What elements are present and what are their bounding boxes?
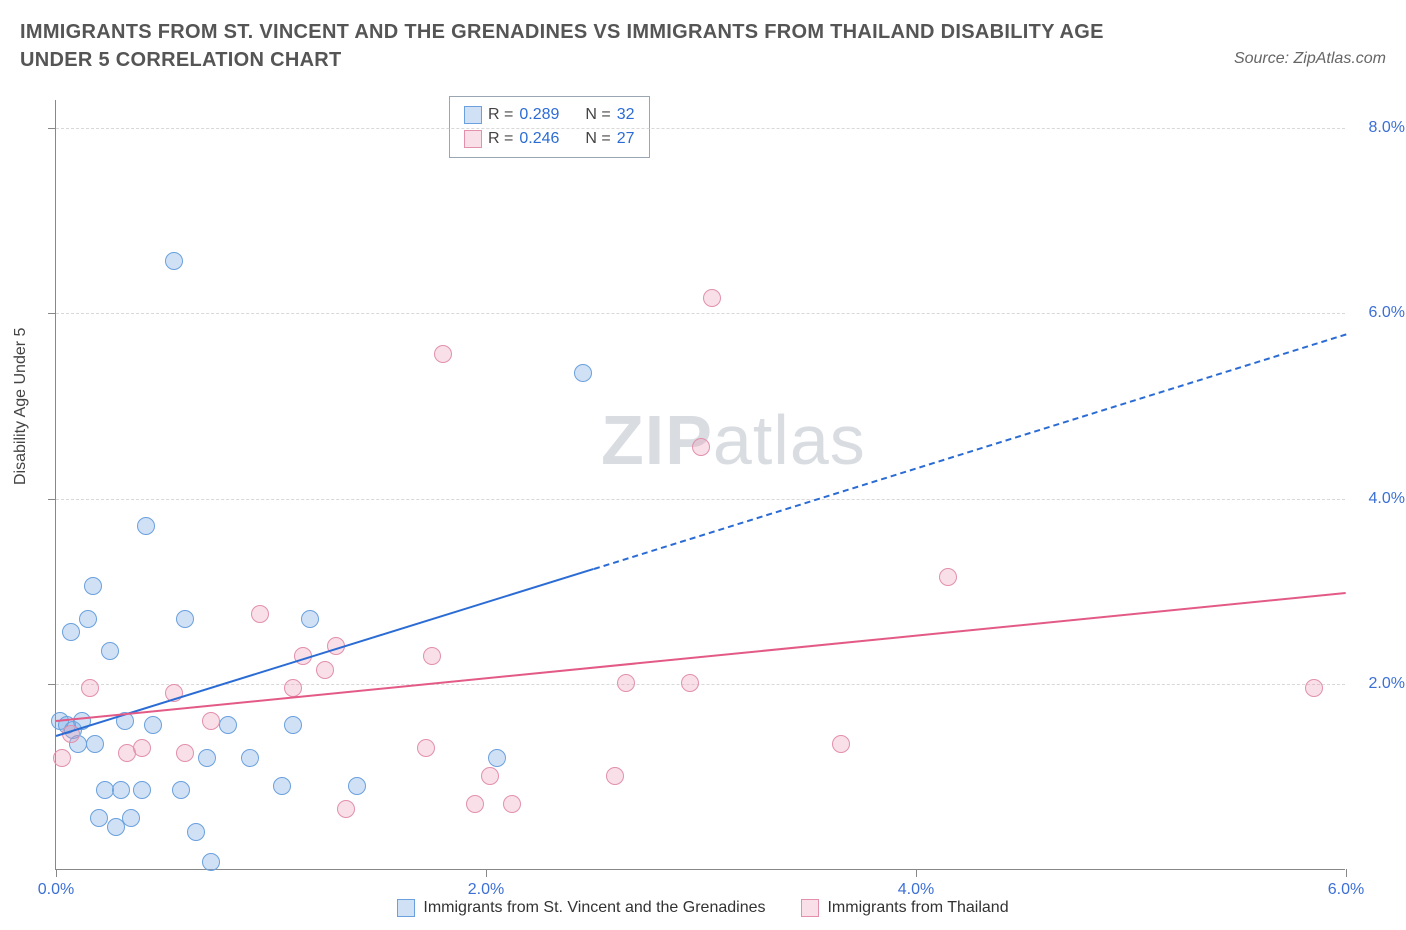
data-point: [90, 809, 108, 827]
data-point: [137, 517, 155, 535]
data-point: [172, 781, 190, 799]
legend-swatch: [397, 899, 415, 917]
gridline-h: [56, 313, 1345, 314]
bottom-legend-item: Immigrants from St. Vincent and the Gren…: [397, 899, 765, 917]
data-point: [176, 744, 194, 762]
bottom-legend-item: Immigrants from Thailand: [801, 899, 1008, 917]
legend-swatch: [464, 130, 482, 148]
data-point: [251, 605, 269, 623]
y-axis-label: Disability Age Under 5: [12, 328, 30, 485]
watermark-rest: atlas: [713, 401, 866, 479]
gridline-h: [56, 684, 1345, 685]
source-attribution: Source: ZipAtlas.com: [1234, 50, 1386, 68]
xtick: [916, 869, 917, 877]
data-point: [692, 438, 710, 456]
chart-title: IMMIGRANTS FROM ST. VINCENT AND THE GREN…: [20, 18, 1140, 74]
data-point: [301, 610, 319, 628]
ytick: [48, 313, 56, 314]
data-point: [466, 795, 484, 813]
data-point: [219, 716, 237, 734]
data-point: [202, 712, 220, 730]
data-point: [348, 777, 366, 795]
xtick: [1346, 869, 1347, 877]
ytick-label: 2.0%: [1350, 675, 1405, 693]
legend-r-value: 0.246: [519, 127, 559, 151]
data-point: [488, 749, 506, 767]
legend-n-value: 32: [617, 103, 635, 127]
ytick: [48, 499, 56, 500]
data-point: [86, 735, 104, 753]
data-point: [144, 716, 162, 734]
xtick-label: 6.0%: [1328, 881, 1364, 899]
data-point: [84, 577, 102, 595]
data-point: [481, 767, 499, 785]
xtick: [56, 869, 57, 877]
bottom-legend-label: Immigrants from Thailand: [827, 899, 1008, 917]
data-point: [337, 800, 355, 818]
legend-n-value: 27: [617, 127, 635, 151]
data-point: [1305, 679, 1323, 697]
xtick-label: 2.0%: [468, 881, 504, 899]
data-point: [417, 739, 435, 757]
legend-n-label: N =: [585, 127, 610, 151]
ytick: [48, 128, 56, 129]
legend-n-label: N =: [585, 103, 610, 127]
legend-swatch: [801, 899, 819, 917]
data-point: [606, 767, 624, 785]
data-point: [133, 781, 151, 799]
plot-area: ZIPatlas R = 0.289N = 32R = 0.246N = 27 …: [55, 100, 1345, 870]
legend-row: R = 0.289 N = 32: [464, 103, 635, 127]
data-point: [112, 781, 130, 799]
data-point: [423, 647, 441, 665]
data-point: [198, 749, 216, 767]
data-point: [273, 777, 291, 795]
data-point: [284, 716, 302, 734]
ytick: [48, 684, 56, 685]
legend-r-label: R =: [488, 103, 513, 127]
data-point: [316, 661, 334, 679]
data-point: [53, 749, 71, 767]
data-point: [681, 674, 699, 692]
trend-line: [56, 592, 1346, 722]
bottom-legend: Immigrants from St. Vincent and the Gren…: [0, 899, 1406, 922]
legend-r-label: R =: [488, 127, 513, 151]
data-point: [574, 364, 592, 382]
data-point: [79, 610, 97, 628]
xtick: [486, 869, 487, 877]
data-point: [617, 674, 635, 692]
data-point: [703, 289, 721, 307]
data-point: [62, 623, 80, 641]
data-point: [503, 795, 521, 813]
data-point: [832, 735, 850, 753]
data-point: [165, 252, 183, 270]
data-point: [133, 739, 151, 757]
data-point: [122, 809, 140, 827]
data-point: [176, 610, 194, 628]
data-point: [939, 568, 957, 586]
xtick-label: 0.0%: [38, 881, 74, 899]
ytick-label: 6.0%: [1350, 304, 1405, 322]
legend-swatch: [464, 106, 482, 124]
ytick-label: 4.0%: [1350, 490, 1405, 508]
data-point: [202, 853, 220, 871]
data-point: [101, 642, 119, 660]
watermark: ZIPatlas: [601, 400, 866, 480]
data-point: [284, 679, 302, 697]
legend-row: R = 0.246 N = 27: [464, 127, 635, 151]
data-point: [241, 749, 259, 767]
ytick-label: 8.0%: [1350, 119, 1405, 137]
data-point: [81, 679, 99, 697]
data-point: [434, 345, 452, 363]
data-point: [187, 823, 205, 841]
gridline-h: [56, 499, 1345, 500]
gridline-h: [56, 128, 1345, 129]
xtick-label: 4.0%: [898, 881, 934, 899]
legend-r-value: 0.289: [519, 103, 559, 127]
bottom-legend-label: Immigrants from St. Vincent and the Gren…: [423, 899, 765, 917]
